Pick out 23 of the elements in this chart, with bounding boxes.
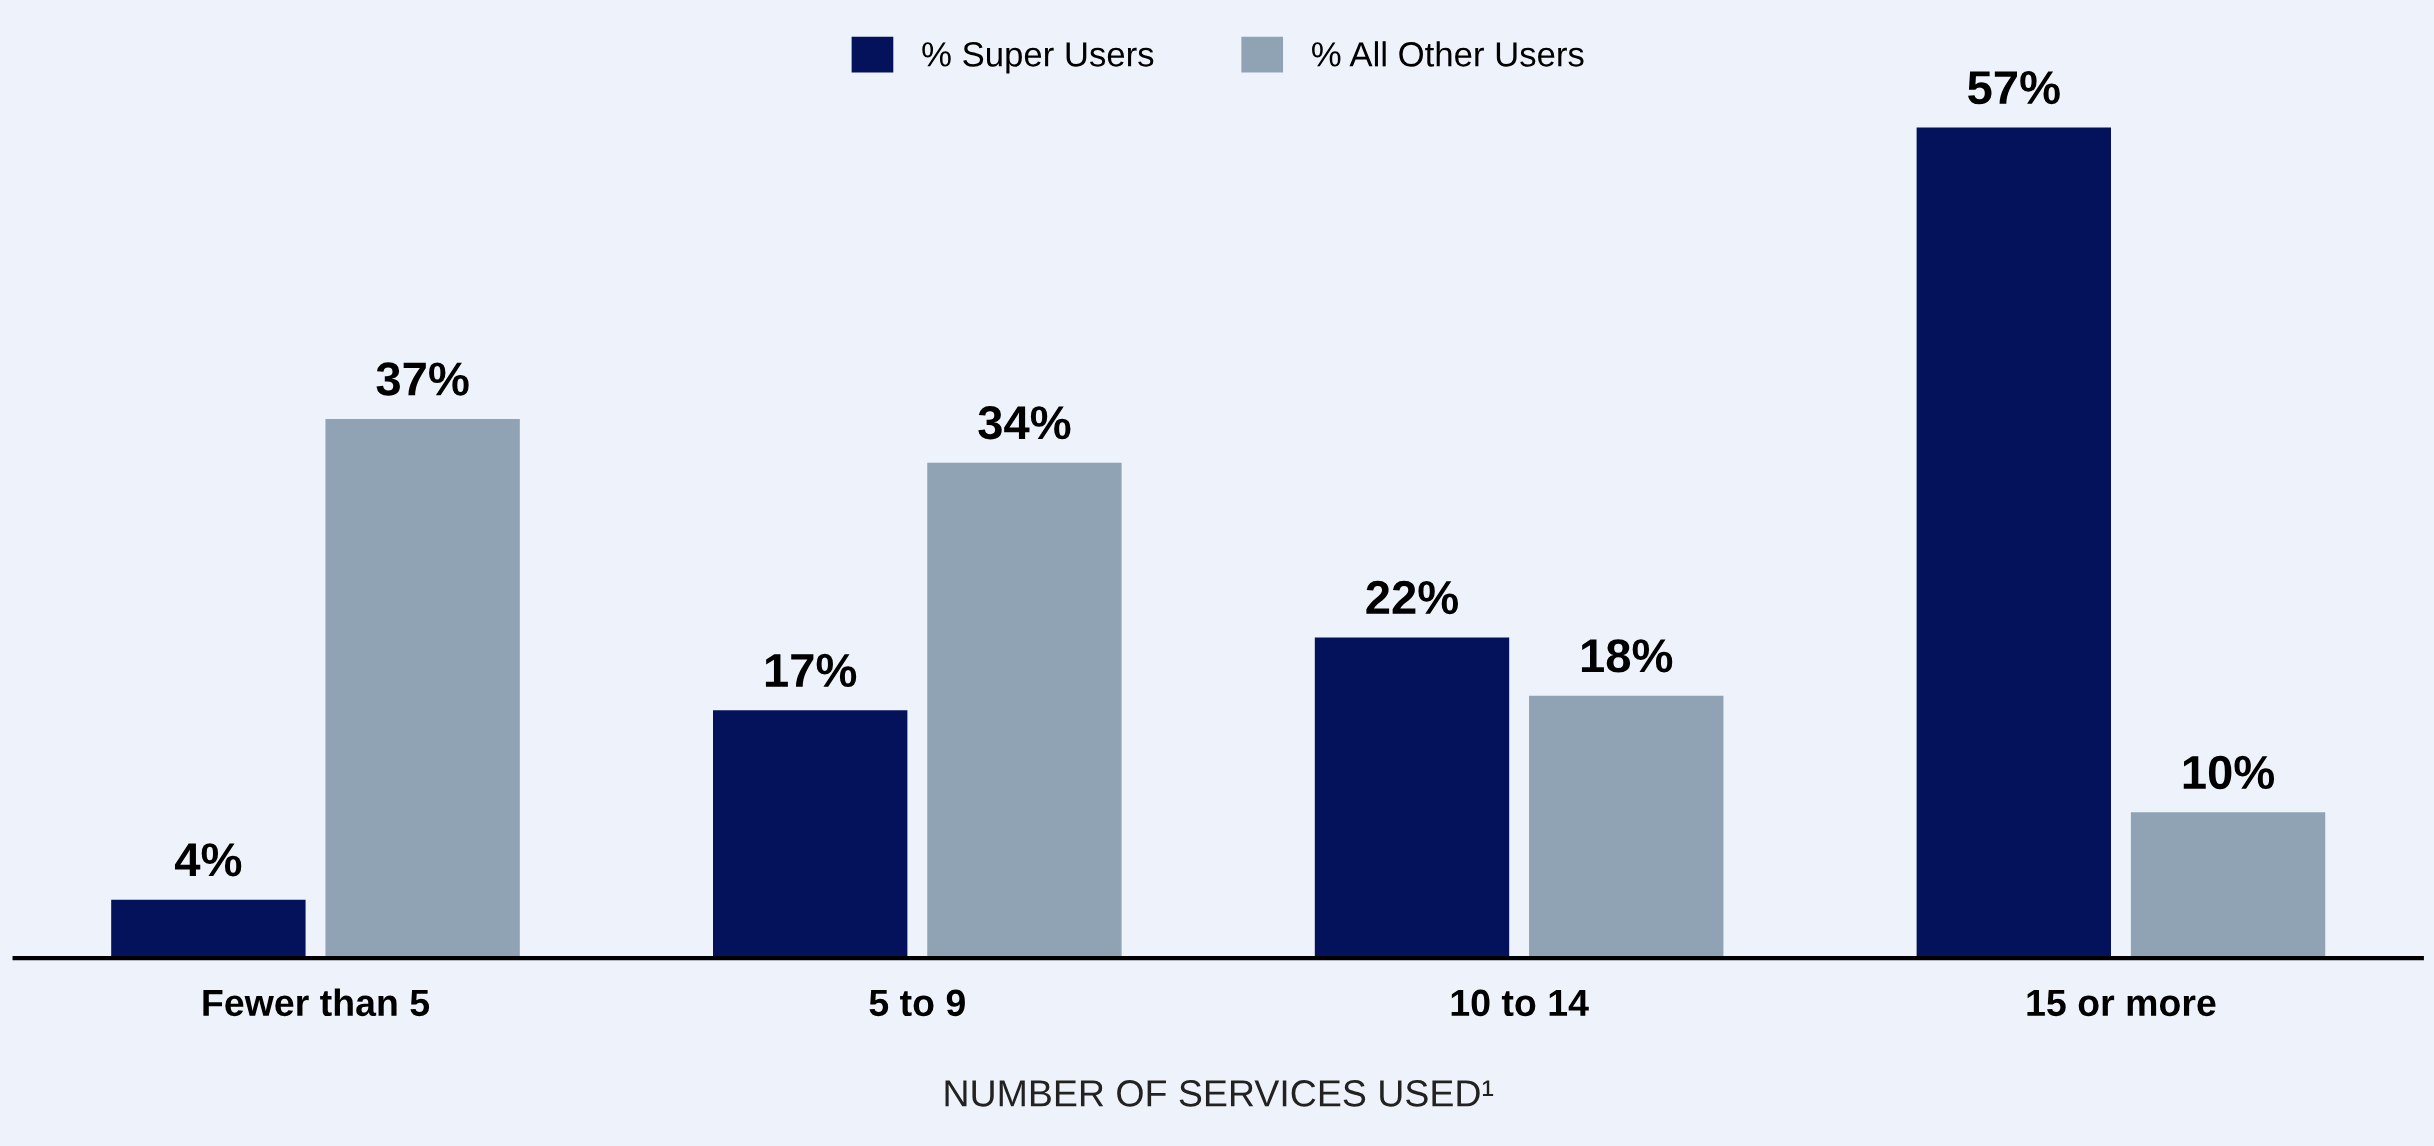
bar — [713, 710, 908, 959]
bar — [1916, 127, 2111, 959]
x-tick-label: 15 or more — [2027, 989, 2216, 1017]
bar — [325, 418, 520, 959]
data-label: 10% — [2183, 755, 2275, 790]
x-tick-label: Fewer than 5 — [203, 988, 430, 1017]
legend-label: % All Other Users — [1312, 41, 1584, 67]
bar — [1529, 695, 1724, 959]
data-label: 22% — [1366, 580, 1459, 615]
bar — [111, 899, 306, 959]
data-label: 57% — [1968, 71, 2060, 105]
x-tick-label: 10 to 14 — [1451, 989, 1589, 1017]
bar — [2130, 812, 2326, 959]
x-axis-title: NUMBER OF SERVICES USED¹ — [945, 1080, 1494, 1107]
data-label: 17% — [765, 653, 857, 688]
data-label: 18% — [1581, 639, 1673, 673]
legend-label: % Super Users — [922, 42, 1154, 74]
data-label: 4% — [174, 843, 242, 877]
bar — [1314, 637, 1510, 959]
bar — [927, 462, 1122, 959]
data-label: 37% — [376, 362, 469, 396]
data-label: 34% — [978, 406, 1071, 440]
x-tick-label: 5 to 9 — [869, 989, 965, 1017]
